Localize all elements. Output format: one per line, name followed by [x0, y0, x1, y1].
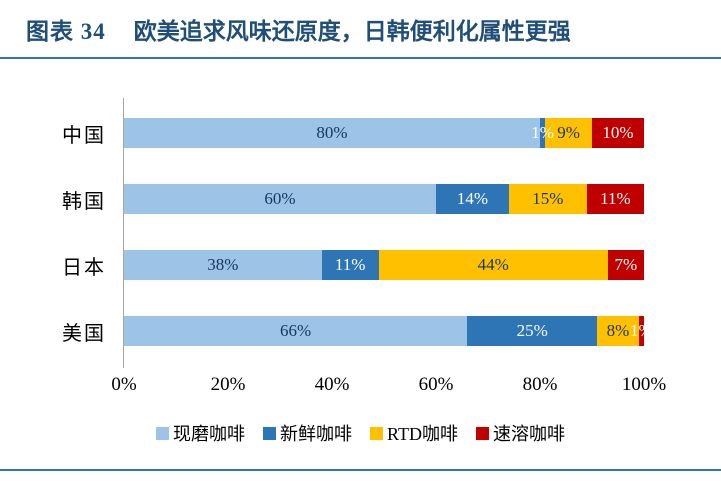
bar-segment: 44% — [378, 250, 608, 280]
bar-value-label: 80% — [316, 123, 348, 142]
legend-label: 速溶咖啡 — [492, 424, 565, 444]
bar-value-label: 44% — [477, 255, 509, 274]
bar-segment: 11% — [321, 250, 379, 280]
x-tick-label: 20% — [210, 374, 246, 395]
bar-row: 美国 66% 25% 8% 1% — [0, 298, 721, 364]
bar-value-label: 1% — [630, 321, 653, 340]
bar-segment: 1% — [630, 316, 653, 346]
x-axis: 0% 20% 40% 60% 80% 100% — [111, 374, 666, 400]
bar-row: 韩国 60% 14% 15% 11% — [0, 166, 721, 232]
legend-label: RTD咖啡 — [387, 424, 458, 444]
legend-swatch — [370, 426, 384, 440]
legend-item: 速溶咖啡 — [475, 420, 565, 446]
bar-value-label: 15% — [532, 189, 564, 208]
bar-row: 日本 38% 11% 44% 7% — [0, 232, 721, 298]
bar-segment: 15% — [508, 184, 587, 214]
bar-segment: 7% — [607, 250, 644, 280]
bar-segment: 11% — [586, 184, 644, 214]
legend-item: RTD咖啡 — [370, 420, 458, 446]
bar-value-label: 25% — [516, 321, 548, 340]
x-tick-label: 40% — [314, 374, 350, 395]
bar-segment: 25% — [467, 316, 598, 346]
bar-track: 80% 1% 9% 10% — [124, 118, 644, 148]
figure-title: 欧美追求风味还原度，日韩便利化属性更强 — [133, 19, 571, 44]
chart-legend: 现磨咖啡 新鲜咖啡 RTD咖啡 速溶咖啡 — [0, 420, 721, 446]
x-tick-label: 100% — [621, 374, 667, 395]
bar-segment: 9% — [545, 118, 592, 148]
bar-value-label: 1% — [531, 123, 554, 142]
x-tick-label: 60% — [418, 374, 454, 395]
bar-track: 38% 11% 44% 7% — [124, 250, 644, 280]
bar-segment: 14% — [436, 184, 509, 214]
legend-item: 新鲜咖啡 — [263, 420, 352, 446]
legend-label: 新鲜咖啡 — [280, 424, 353, 444]
legend-swatch — [156, 426, 170, 440]
y-axis-line — [123, 98, 124, 368]
bar-value-label: 66% — [280, 321, 312, 340]
figure-header: 图表 34 欧美追求风味还原度，日韩便利化属性更强 — [26, 12, 709, 46]
category-label: 韩国 — [62, 190, 106, 213]
bar-track: 66% 25% 8% 1% — [124, 316, 653, 346]
bar-value-label: 14% — [456, 189, 488, 208]
category-label: 日本 — [62, 256, 106, 279]
bar-value-label: 8% — [606, 321, 630, 340]
bar-segment: 10% — [591, 118, 644, 148]
bar-track: 60% 14% 15% 11% — [124, 184, 644, 214]
chart-rows: 中国 80% 1% 9% 10% 韩国 60% 14% 15% 11% 日本 38% 11% 44% 7% 美… — [0, 100, 721, 364]
figure-number: 图表 34 — [26, 19, 106, 44]
category-label: 中国 — [62, 124, 106, 147]
bar-value-label: 60% — [264, 189, 296, 208]
bar-value-label: 10% — [602, 123, 634, 142]
x-tick-label: 80% — [522, 374, 558, 395]
bar-row: 中国 80% 1% 9% 10% — [0, 100, 721, 166]
bar-value-label: 11% — [334, 255, 366, 274]
bar-segment: 1% — [531, 118, 554, 148]
bar-segment: 60% — [124, 184, 436, 214]
bar-value-label: 7% — [614, 255, 638, 274]
bottom-divider — [0, 469, 721, 471]
bar-segment: 80% — [124, 118, 540, 148]
category-label: 美国 — [62, 322, 106, 345]
legend-label: 现磨咖啡 — [173, 424, 246, 444]
legend-swatch — [263, 426, 277, 440]
bar-value-label: 9% — [557, 123, 580, 142]
header-divider — [0, 57, 721, 59]
legend-swatch — [475, 426, 489, 440]
bar-segment: 66% — [124, 316, 468, 346]
bar-value-label: 38% — [207, 255, 239, 274]
x-tick-label: 0% — [111, 374, 137, 395]
bar-segment: 38% — [124, 250, 322, 280]
bar-value-label: 11% — [600, 189, 631, 208]
legend-item: 现磨咖啡 — [156, 420, 245, 446]
bar-segment: 8% — [597, 316, 639, 346]
